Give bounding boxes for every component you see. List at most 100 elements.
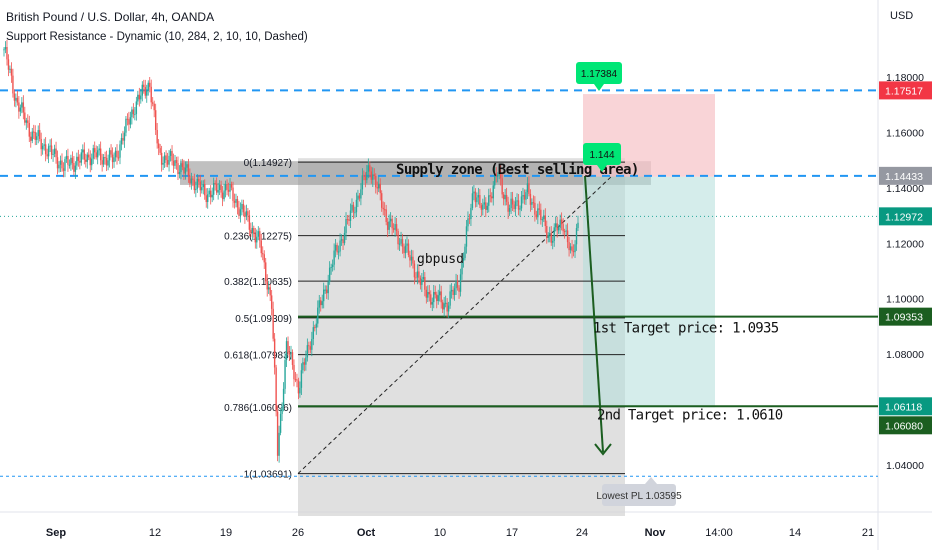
candle-body xyxy=(184,167,187,174)
candle-body xyxy=(537,208,539,218)
candle-body xyxy=(47,146,50,157)
candle-body xyxy=(410,256,413,261)
candle-body xyxy=(278,432,280,456)
candle-body xyxy=(202,184,204,188)
x-tick-label: 19 xyxy=(220,527,232,539)
candle-body xyxy=(372,174,374,180)
candle-body xyxy=(540,209,542,220)
candle-body xyxy=(366,171,368,181)
candle-body xyxy=(165,155,167,161)
candle-body xyxy=(143,84,145,88)
candle-body xyxy=(360,189,362,199)
candle-body xyxy=(385,209,387,222)
price-badge xyxy=(879,397,932,416)
fib-level-label: 0.5(1.09309) xyxy=(235,314,292,325)
candle-body xyxy=(30,136,32,141)
candle-body xyxy=(485,202,487,210)
candle-body xyxy=(262,253,264,255)
x-tick-label: 21 xyxy=(862,527,874,539)
candle-body xyxy=(226,184,228,190)
candle-body xyxy=(355,199,358,213)
fib-level-label: 0(1.14927) xyxy=(244,158,292,169)
candle-body xyxy=(125,118,127,133)
candle-body xyxy=(46,154,48,157)
candle-body xyxy=(450,289,453,292)
candle-body xyxy=(52,153,54,155)
candle-body xyxy=(550,233,552,243)
candle-body xyxy=(443,303,445,310)
candle-body xyxy=(230,183,233,188)
candle-body xyxy=(511,198,514,205)
candle-body xyxy=(569,246,572,251)
candle-body xyxy=(526,183,529,193)
candle-body xyxy=(471,193,474,208)
candle-body xyxy=(413,263,416,278)
candle-body xyxy=(260,240,262,254)
entry-pointer xyxy=(597,165,607,172)
candle-body xyxy=(267,287,270,290)
candle-body xyxy=(467,218,469,227)
candle-body xyxy=(382,207,384,210)
candle-body xyxy=(306,345,309,358)
candle-body xyxy=(479,195,481,206)
candle-body xyxy=(459,274,462,292)
candle-body xyxy=(299,387,301,394)
candle-body xyxy=(15,97,17,101)
y-tick-label: 1.08000 xyxy=(886,349,924,361)
candle-body xyxy=(290,352,292,355)
candle-body xyxy=(556,223,558,231)
candle-body xyxy=(95,152,97,158)
candle-body xyxy=(554,223,557,228)
candle-body xyxy=(422,277,425,280)
candle-body xyxy=(254,233,257,243)
candle-body xyxy=(441,302,444,310)
candle-body xyxy=(358,195,361,199)
candle-body xyxy=(16,97,19,103)
candle-body xyxy=(284,360,286,389)
candle-body xyxy=(523,195,526,200)
candle-body xyxy=(314,327,316,329)
candle-body xyxy=(456,281,459,288)
price-badge-label: 1.09353 xyxy=(885,312,923,324)
candle-body xyxy=(131,109,133,118)
candle-body xyxy=(74,165,77,172)
candle-body xyxy=(428,291,430,295)
price-badge xyxy=(879,207,932,226)
candle-body xyxy=(480,205,483,210)
candle-body xyxy=(397,231,399,245)
price-badge xyxy=(879,416,932,435)
candle-body xyxy=(119,144,121,158)
forecast-arrow-head xyxy=(594,443,612,456)
candle-body xyxy=(272,308,274,339)
candle-body xyxy=(330,266,332,268)
fib-level-label: 0.618(1.07983) xyxy=(224,351,292,362)
candle-body xyxy=(288,353,291,355)
candle-body xyxy=(433,292,435,303)
candle-body xyxy=(250,229,252,234)
candle-body xyxy=(160,152,163,165)
candle-body xyxy=(134,114,136,116)
candle-body xyxy=(257,231,259,237)
candle-body xyxy=(348,219,350,221)
candle-body xyxy=(430,294,432,305)
candle-body xyxy=(336,244,338,253)
candle-body xyxy=(349,210,352,221)
y-tick-label: 1.04000 xyxy=(886,460,924,472)
candle-body xyxy=(391,218,393,229)
candle-body xyxy=(56,157,59,169)
candle-body xyxy=(79,160,81,163)
candle-body xyxy=(259,231,261,241)
candle-body xyxy=(24,112,26,123)
candle-body xyxy=(461,260,463,275)
candle-body xyxy=(211,194,213,198)
candle-body xyxy=(67,155,69,165)
candle-body xyxy=(577,222,579,229)
x-tick-label: Oct xyxy=(357,527,376,539)
candle-body xyxy=(389,218,392,222)
x-tick-label: Sep xyxy=(46,527,66,539)
candle-body xyxy=(532,202,535,204)
candle-body xyxy=(505,195,508,202)
candle-body xyxy=(516,200,518,202)
